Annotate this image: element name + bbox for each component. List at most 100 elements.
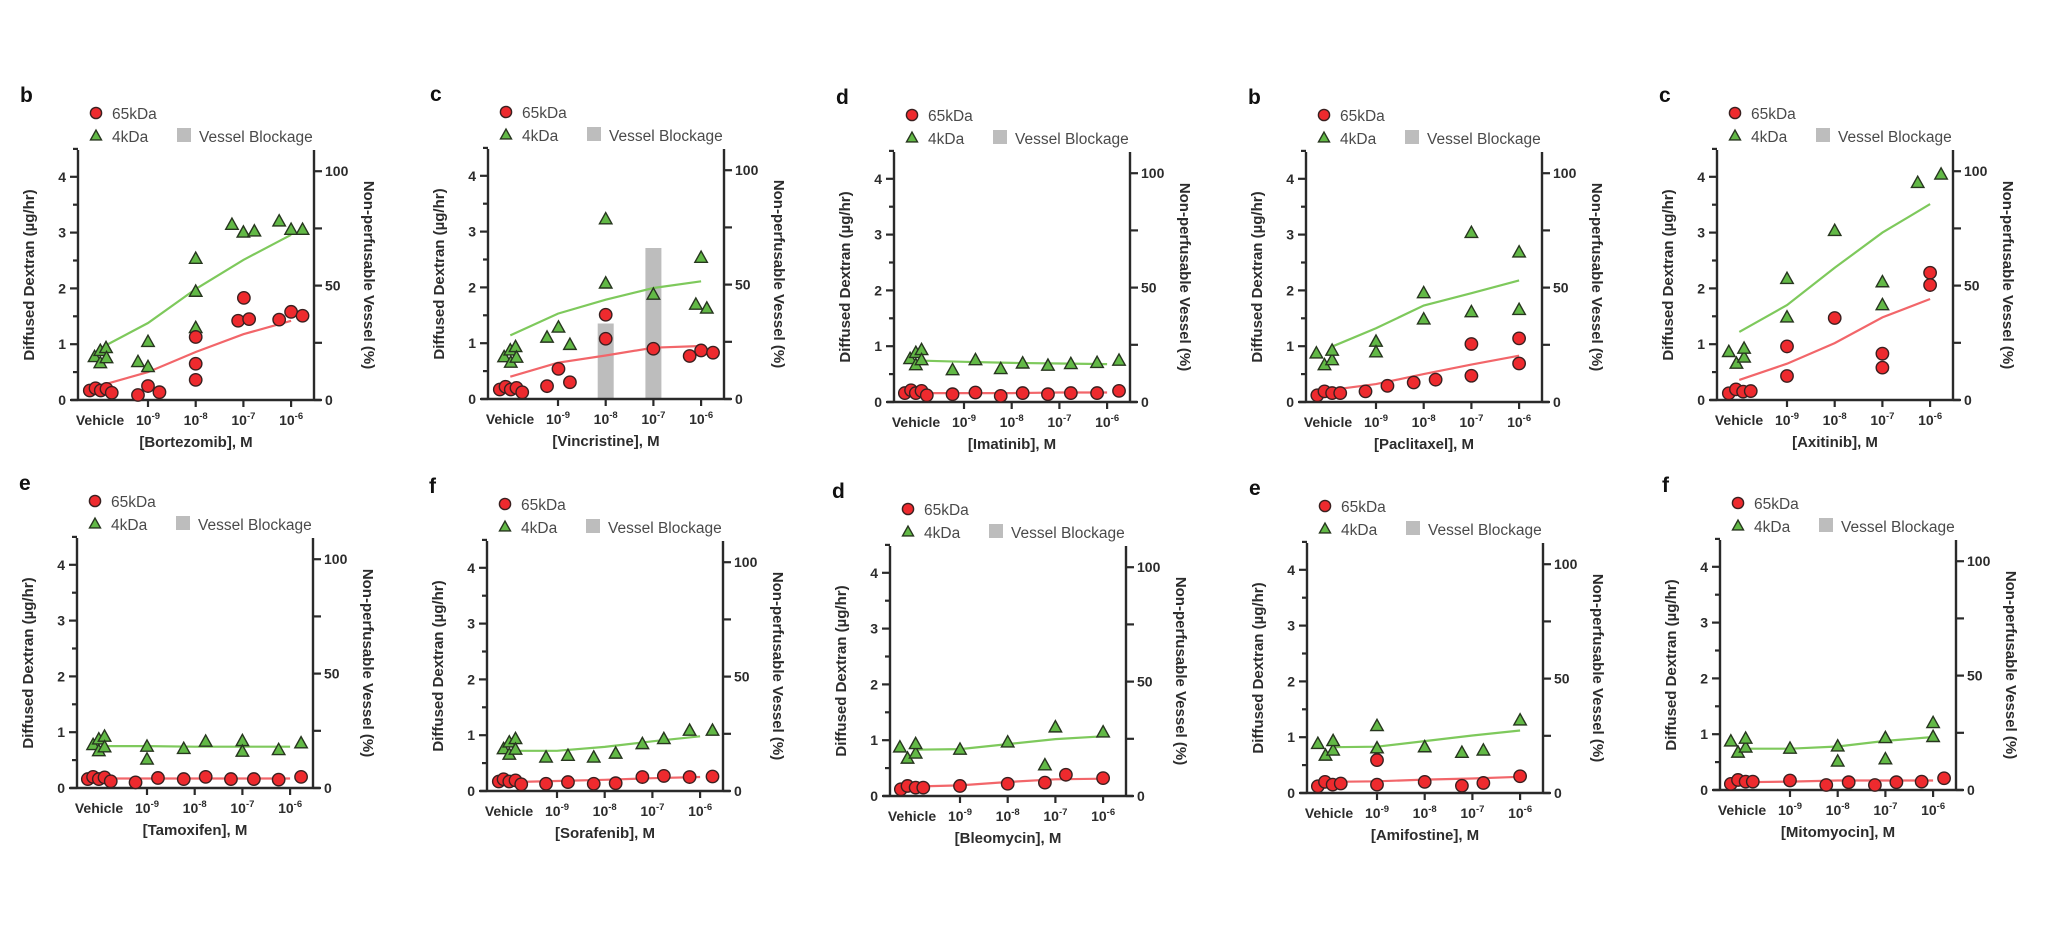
x-tick-base: 10 bbox=[1507, 414, 1523, 430]
data-point-4kda bbox=[234, 743, 250, 757]
fit-line-4kda bbox=[509, 735, 701, 752]
y2-axis-title: Non-perfusable Vessel (%) bbox=[1589, 574, 1606, 762]
y2-tick-label: 50 bbox=[1137, 674, 1153, 690]
x-tick-label: 10-8 bbox=[1412, 413, 1436, 430]
panel-letter: f bbox=[429, 475, 437, 498]
y-tick-label: 1 bbox=[58, 336, 66, 352]
chart-panel-tamoxifen: e 65kDa 4kDa Vessel Blockage 0 1 2 3 4 0 50 100 Vehi… bbox=[19, 472, 376, 839]
chart-panel-sorafenib: f 65kDa 4kDa Vessel Blockage 0 1 2 3 4 0 50 100 Vehi… bbox=[429, 475, 786, 842]
data-point-4kda bbox=[1782, 740, 1798, 754]
data-point-4kda bbox=[1779, 270, 1795, 285]
data-point-65kda bbox=[1058, 767, 1073, 782]
y2-tick-label: 100 bbox=[1554, 556, 1578, 572]
y2-tick-label: 50 bbox=[1141, 280, 1157, 296]
y-tick-label: 2 bbox=[870, 676, 878, 692]
legend-label-vessel-blockage: Vessel Blockage bbox=[1015, 131, 1129, 148]
data-point-65kda bbox=[656, 769, 671, 783]
x-tick-base: 10 bbox=[1043, 808, 1059, 824]
data-point-4kda bbox=[1721, 343, 1737, 358]
data-point-65kda bbox=[1333, 386, 1348, 400]
x-tick-exponent: -7 bbox=[1889, 801, 1897, 812]
data-point-65kda bbox=[540, 379, 554, 394]
data-point-65kda bbox=[968, 385, 983, 400]
x-tick-exponent: -7 bbox=[247, 411, 255, 422]
y-tick-label: 4 bbox=[58, 169, 66, 185]
data-point-4kda bbox=[1463, 224, 1479, 239]
y-tick-label: 3 bbox=[1697, 225, 1705, 241]
y2-tick-label: 100 bbox=[1141, 165, 1165, 181]
x-tick-label: 10-8 bbox=[593, 802, 617, 819]
data-point-65kda bbox=[561, 775, 575, 789]
y2-axis-title: Non-perfusable Vessel (%) bbox=[360, 181, 377, 369]
y-tick-label: 4 bbox=[870, 565, 878, 581]
x-tick-label: Vehicle bbox=[1305, 805, 1353, 821]
y2-tick-label: 100 bbox=[324, 551, 348, 567]
data-point-4kda bbox=[945, 362, 960, 376]
data-point-4kda bbox=[99, 349, 114, 364]
data-point-4kda bbox=[1511, 301, 1527, 316]
legend-label-vessel-blockage: Vessel Blockage bbox=[608, 520, 722, 537]
data-point-4kda bbox=[634, 735, 650, 750]
legend-label-4kda: 4kDa bbox=[521, 520, 558, 537]
data-point-4kda bbox=[1877, 751, 1893, 765]
x-tick-exponent: -7 bbox=[656, 802, 664, 813]
y-tick-label: 0 bbox=[1697, 392, 1705, 408]
y-tick-label: 0 bbox=[57, 780, 65, 796]
data-point-65kda bbox=[1455, 778, 1469, 793]
data-point-4kda bbox=[271, 741, 287, 756]
y2-tick-label: 0 bbox=[1141, 394, 1149, 410]
data-point-65kda bbox=[1914, 774, 1929, 789]
x-tick-exponent: -6 bbox=[294, 799, 302, 810]
y2-tick-label: 0 bbox=[1554, 785, 1562, 801]
y2-tick-label: 50 bbox=[735, 277, 751, 293]
x-tick-label: 10-7 bbox=[230, 799, 254, 816]
y-tick-label: 2 bbox=[468, 279, 476, 295]
y-axis-title: Diffused Dextran (µg/hr) bbox=[837, 191, 854, 362]
fit-line-65kda bbox=[509, 775, 701, 784]
data-point-4kda bbox=[1827, 222, 1843, 237]
x-tick-base: 10 bbox=[688, 803, 704, 819]
fit-line-4kda bbox=[104, 745, 291, 748]
x-tick-exponent: -8 bbox=[1427, 413, 1435, 424]
x-tick-label: 10-9 bbox=[952, 413, 976, 430]
y-tick-label: 1 bbox=[874, 338, 882, 354]
x-tick-base: 10 bbox=[1412, 414, 1428, 430]
x-tick-label: 10-9 bbox=[1364, 413, 1388, 430]
chart-panel-vincristine: c 65kDa 4kDa Vessel Blockage 0 1 2 3 4 0 50 100 Vehi… bbox=[430, 83, 787, 450]
data-point-65kda bbox=[1780, 369, 1794, 383]
y2-tick-label: 100 bbox=[1137, 559, 1161, 575]
data-point-4kda bbox=[892, 739, 908, 753]
x-tick-label: 10-7 bbox=[1460, 804, 1484, 821]
chart-panel-mitomyocin: f 65kDa 4kDa Vessel Blockage 0 1 2 3 4 0 50 100 Vehi… bbox=[1662, 474, 2019, 841]
data-point-4kda bbox=[1369, 740, 1385, 754]
y-tick-label: 2 bbox=[467, 671, 475, 687]
data-point-65kda bbox=[104, 385, 119, 400]
x-tick-base: 10 bbox=[1873, 802, 1889, 818]
data-point-65kda bbox=[705, 769, 720, 784]
data-point-4kda bbox=[1325, 732, 1341, 747]
x-tick-base: 10 bbox=[1870, 412, 1886, 428]
x-tick-label: 10-8 bbox=[1823, 411, 1847, 428]
y-tick-label: 1 bbox=[1287, 729, 1295, 745]
data-point-65kda bbox=[271, 772, 286, 787]
x-tick-label: Vehicle bbox=[1718, 802, 1766, 818]
data-point-65kda bbox=[646, 341, 661, 356]
data-point-4kda bbox=[1015, 355, 1031, 369]
x-tick-base: 10 bbox=[135, 800, 151, 816]
y-tick-label: 4 bbox=[1287, 562, 1295, 578]
y-tick-label: 0 bbox=[468, 391, 476, 407]
data-point-65kda bbox=[1428, 372, 1443, 387]
data-point-4kda bbox=[224, 216, 240, 230]
data-point-4kda bbox=[139, 738, 155, 752]
chart-panel-imatinib: d 65kDa 4kDa Vessel Blockage 0 1 2 3 4 0 50 100 Vehi… bbox=[836, 86, 1193, 453]
data-point-65kda bbox=[188, 356, 203, 371]
x-tick-base: 10 bbox=[1364, 414, 1380, 430]
legend: 65kDa 4kDa Vessel Blockage bbox=[1318, 499, 1542, 539]
fit-line-4kda bbox=[923, 359, 1108, 366]
y2-axis-title: Non-perfusable Vessel (%) bbox=[1172, 577, 1189, 765]
x-tick-exponent: -9 bbox=[1380, 413, 1388, 424]
panel-letter: b bbox=[1248, 86, 1261, 109]
x-axis-title: [Sorafenib], M bbox=[555, 825, 655, 842]
chart-panel-bortezomib: b 65kDa 4kDa Vessel Blockage 0 1 2 3 4 0 50 100 Vehi… bbox=[20, 84, 377, 451]
x-tick-base: 10 bbox=[593, 803, 609, 819]
